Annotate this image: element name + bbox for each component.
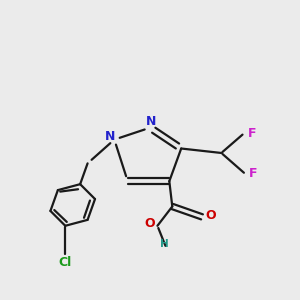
Text: H: H: [160, 238, 169, 249]
Text: Cl: Cl: [59, 256, 72, 269]
Text: N: N: [105, 130, 115, 143]
Text: O: O: [145, 217, 155, 230]
Text: N: N: [146, 115, 157, 128]
Text: F: F: [248, 127, 256, 140]
Text: F: F: [249, 167, 258, 180]
Text: O: O: [205, 209, 216, 222]
